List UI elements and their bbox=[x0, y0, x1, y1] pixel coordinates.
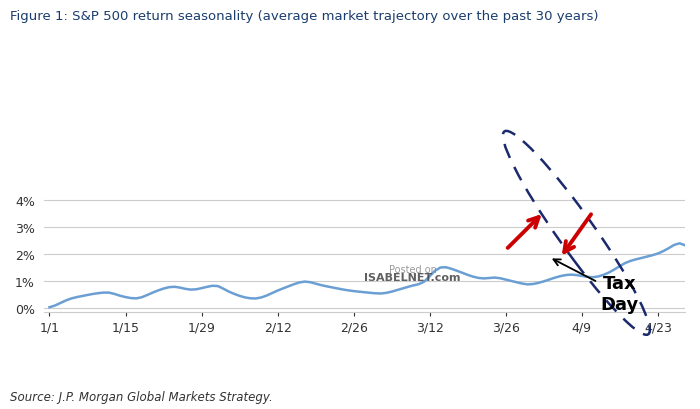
Text: ISABELNET.com: ISABELNET.com bbox=[364, 272, 461, 282]
Text: Source: J.P. Morgan Global Markets Strategy.: Source: J.P. Morgan Global Markets Strat… bbox=[10, 390, 273, 403]
Text: Tax
Day: Tax Day bbox=[554, 260, 639, 313]
Text: Posted on: Posted on bbox=[389, 265, 437, 274]
Text: Figure 1: S&P 500 return seasonality (average market trajectory over the past 30: Figure 1: S&P 500 return seasonality (av… bbox=[10, 10, 599, 23]
